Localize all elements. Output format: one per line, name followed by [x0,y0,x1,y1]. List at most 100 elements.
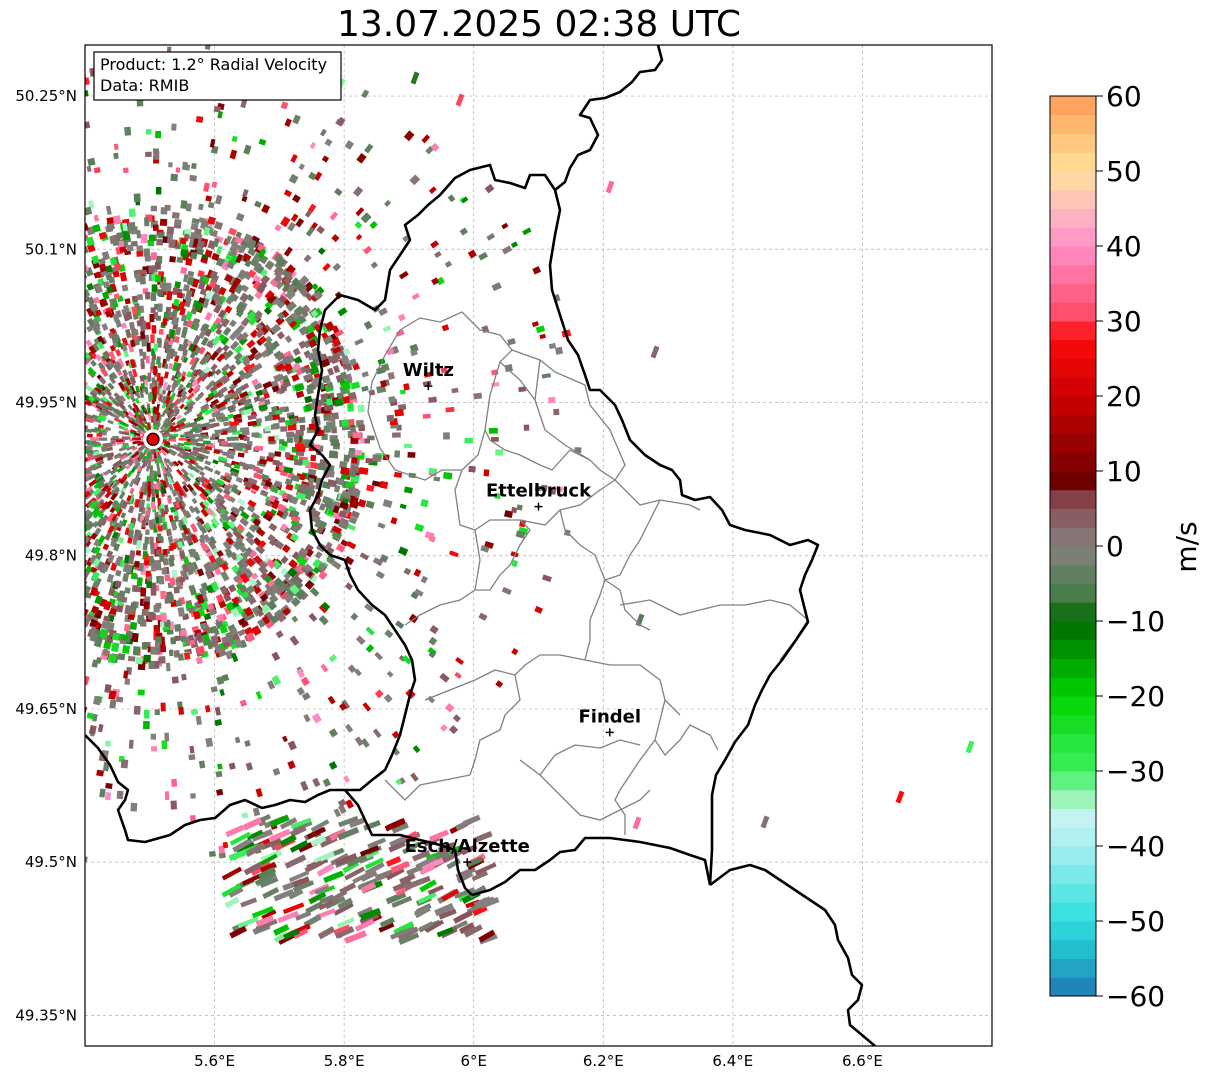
radar-echo [14,593,23,602]
radar-echo [304,579,315,590]
radar-echo [23,291,31,299]
radar-echo [255,527,266,537]
radar-echo [61,574,69,582]
radar-echo [91,255,100,265]
radar-echo [41,364,51,373]
radar-echo [1,289,10,298]
radar-echo [8,512,18,521]
radar-echo [117,357,125,368]
radar-echo [32,442,39,447]
radar-echo [54,507,62,515]
radar-echo [201,296,211,307]
radar-echo [61,303,69,311]
radar-echo [146,342,151,352]
radar-echo [98,437,108,441]
radar-echo [137,689,145,696]
radar-echo [38,413,47,419]
radar-echo [34,773,40,780]
radar-echo [56,684,63,693]
radar-echo [347,402,354,409]
radar-echo [307,468,317,476]
radar-echo [6,511,14,519]
radar-echo [85,436,86,441]
radar-echo [14,447,23,453]
radar-echo [4,475,10,482]
radar-echo [71,446,80,451]
radar-echo [251,625,262,636]
radar-echo [20,422,27,428]
radar-echo [0,471,5,479]
radar-echo [222,841,229,849]
radar-echo [170,800,178,810]
radar-echo [196,476,206,484]
radar-echo [85,339,93,347]
radar-echo [141,337,147,346]
radar-echo [17,678,25,687]
radar-echo [51,360,61,369]
radar-echo [26,568,35,577]
radar-echo [10,557,18,566]
radar-echo [143,654,151,663]
radar-echo [19,385,29,393]
radar-echo [364,438,371,444]
radar-echo [151,488,155,495]
radar-echo [315,526,325,535]
radar-echo [154,642,161,648]
radar-echo [279,591,289,600]
radar-echo [65,481,72,487]
radar-echo [145,129,152,135]
radar-echo [48,264,58,275]
radar-echo [57,506,64,513]
radar-echo [38,452,46,458]
radar-echo [14,454,23,460]
radar-echo [0,325,6,335]
radar-echo [137,294,143,301]
radar-echo [136,450,144,458]
map-title: 13.07.2025 02:38 UTC [336,4,742,45]
radar-echo [8,414,16,421]
radar-echo [149,394,153,401]
radar-echo [3,158,11,167]
radar-echo [55,575,63,583]
radar-echo [77,571,85,579]
radar-echo [76,626,83,633]
radar-echo [24,189,32,198]
radar-echo [206,15,212,21]
radar-echo [48,270,57,278]
radar-echo [59,796,66,803]
radar-echo [164,504,170,513]
radar-echo [70,621,77,630]
radar-echo [147,239,155,247]
radar-echo [164,791,170,801]
radar-echo [299,498,308,506]
radar-echo [168,483,174,491]
radar-echo [151,284,158,292]
radar-echo [57,308,66,317]
radar-echo [1,704,11,714]
radar-echo [23,280,33,290]
radar-echo [553,408,560,416]
radar-echo [4,285,13,294]
radar-echo [152,518,157,525]
radar-echo [27,606,35,615]
radar-echo [0,503,5,511]
radar-echo [178,437,187,441]
radar-echo [35,356,44,364]
radar-echo [39,267,48,276]
radar-echo [11,286,20,295]
radar-echo [26,502,36,510]
radar-echo [222,326,232,336]
radar-echo [200,422,211,428]
radar-echo [28,302,38,312]
radar-echo [50,284,60,295]
radar-echo [279,406,286,413]
radar-echo [157,303,163,313]
radar-echo [352,432,362,439]
radar-echo [29,567,38,576]
radar-echo [114,396,121,403]
radar-echo [180,394,188,403]
radar-echo [75,588,83,595]
radar-echo [85,558,89,568]
radar-echo [97,500,106,510]
radar-echo [106,455,114,462]
